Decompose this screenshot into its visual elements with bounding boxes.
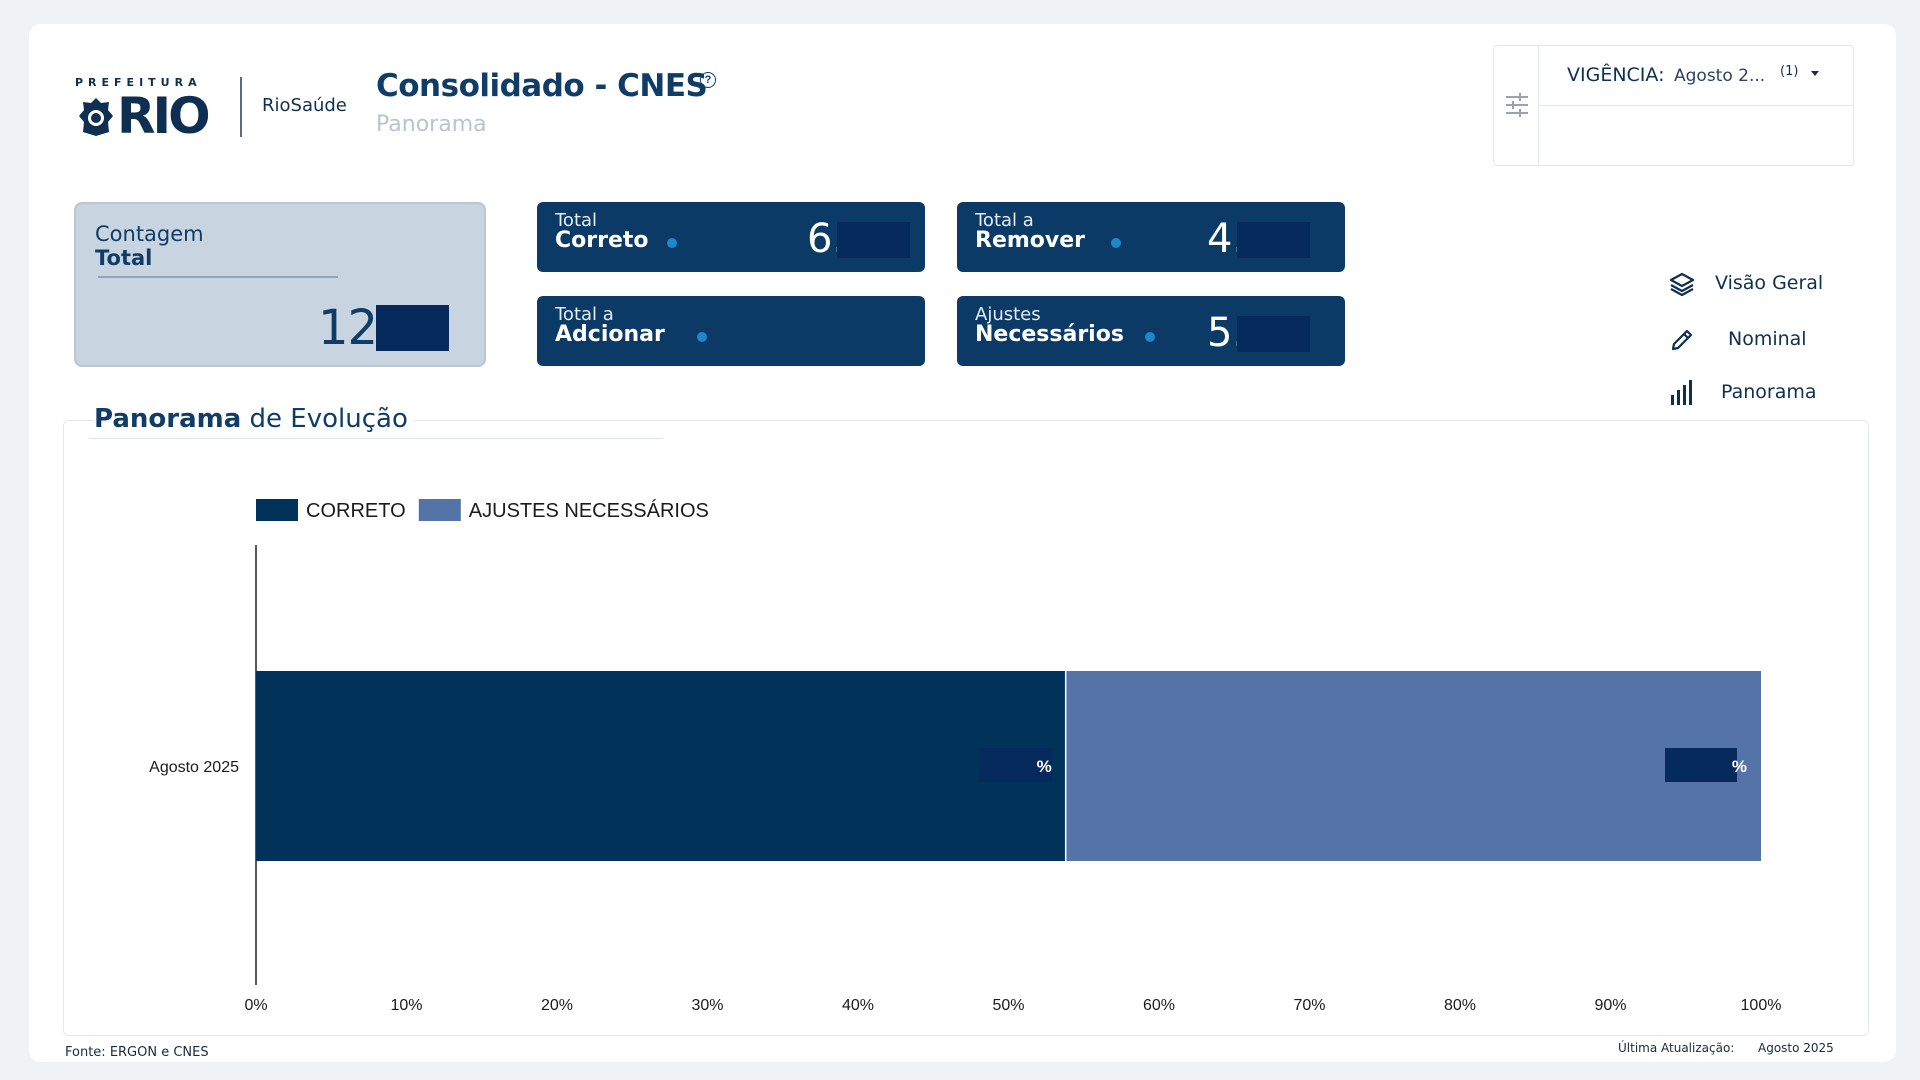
nav-nominal[interactable]: Nominal: [1660, 320, 1860, 360]
status-dot-icon: [1145, 332, 1155, 342]
filter-toggle[interactable]: [1494, 46, 1539, 165]
status-dot-icon: [667, 238, 677, 248]
legend-swatch: [256, 499, 298, 521]
x-tick-label: 0%: [244, 997, 267, 1014]
logo-prefeitura-text: PREFEITURA: [75, 76, 202, 89]
kpi-total-correto: Total Correto 6.: [537, 202, 925, 272]
redacted-value: [837, 222, 910, 258]
vigencia-label: VIGÊNCIA:: [1567, 64, 1665, 86]
redacted-value: [1237, 222, 1310, 258]
riosaude-logo: RioSaúde: [262, 95, 347, 116]
chart-section-title: Panorama de Evolução: [94, 404, 414, 434]
prefeitura-rio-logo: PREFEITURA RIO: [75, 76, 225, 145]
redacted-data-label: [979, 748, 1052, 782]
chart-title-rest: de Evolução: [249, 404, 408, 434]
bar-data-label: %: [1037, 757, 1052, 776]
logo-divider: [240, 77, 242, 137]
kpi-remover-label: Remover: [975, 228, 1086, 253]
kpi-total-remover: Total a Remover 4.: [957, 202, 1345, 272]
kpi-correto-small: Total: [555, 210, 598, 231]
question-circle-icon[interactable]: ?: [700, 72, 716, 88]
nav-visao-geral[interactable]: Visão Geral: [1660, 264, 1860, 304]
kpi-contagem-total: Contagem Total 12.: [74, 202, 486, 367]
x-tick-label: 100%: [1741, 997, 1782, 1014]
x-tick-label: 50%: [992, 997, 1024, 1014]
category-label: Agosto 2025: [149, 759, 239, 776]
vigencia-dropdown[interactable]: VIGÊNCIA: Agosto 2... (1): [1539, 46, 1853, 106]
kpi-adcionar-label: Adcionar: [555, 322, 665, 347]
x-tick-label: 60%: [1143, 997, 1175, 1014]
nav-panorama-label: Panorama: [1721, 381, 1817, 403]
bar-segment: [256, 671, 1066, 861]
kpi-remover-small: Total a: [975, 210, 1034, 231]
kpi-total-adcionar: Total a Adcionar: [537, 296, 925, 366]
kpi-ajustes-necessarios: Ajustes Necessários 5.: [957, 296, 1345, 366]
crest-icon: [79, 98, 113, 136]
x-tick-label: 40%: [842, 997, 874, 1014]
kpi-correto-label: Correto: [555, 228, 649, 253]
nav-nominal-label: Nominal: [1728, 328, 1807, 350]
redacted-value: [376, 305, 449, 351]
legend-label: CORRETO: [306, 500, 406, 522]
status-dot-icon: [1111, 238, 1121, 248]
filter-panel: VIGÊNCIA: Agosto 2... (1): [1493, 45, 1854, 166]
last-update-label: Última Atualização:: [1618, 1041, 1735, 1055]
nav-panorama[interactable]: Panorama: [1660, 373, 1860, 413]
nav-visao-geral-label: Visão Geral: [1715, 272, 1824, 294]
bar-segment: [1065, 671, 1761, 861]
sliders-icon: [1506, 93, 1528, 117]
logo-rio-text: RIO: [117, 87, 211, 145]
bar-chart-icon: [1671, 380, 1692, 405]
redacted-value: [1237, 316, 1310, 352]
redacted-data-label: [1665, 748, 1737, 782]
pencil-icon: [1671, 329, 1693, 351]
kpi-ajustes-label: Necessários: [975, 322, 1124, 347]
legend-label: AJUSTES NECESSÁRIOS: [469, 499, 709, 522]
kpi-ajustes-small: Ajustes: [975, 304, 1041, 325]
x-tick-label: 90%: [1594, 997, 1626, 1014]
kpi-adcionar-small: Total a: [555, 304, 614, 325]
last-update-value: Agosto 2025: [1758, 1041, 1834, 1055]
x-tick-label: 70%: [1293, 997, 1325, 1014]
layers-icon: [1669, 272, 1695, 297]
status-dot-icon: [697, 332, 707, 342]
kpi-total-label-2: Total: [95, 246, 153, 270]
vigencia-value: Agosto 2...: [1674, 66, 1766, 86]
bar-data-label: %: [1732, 757, 1747, 776]
x-tick-label: 20%: [541, 997, 573, 1014]
kpi-total-divider: [98, 276, 338, 278]
x-tick-label: 80%: [1444, 997, 1476, 1014]
legend-swatch: [418, 499, 461, 521]
chart-title-underline: [89, 438, 663, 439]
x-tick-label: 30%: [691, 997, 723, 1014]
page-subtitle: Panorama: [376, 112, 487, 137]
chart-title-bold: Panorama: [94, 404, 242, 434]
footer-source: Fonte: ERGON e CNES: [65, 1045, 209, 1060]
page-title: Consolidado - CNES: [376, 68, 708, 104]
vigencia-count: (1): [1780, 64, 1799, 79]
chevron-down-icon: [1811, 71, 1819, 76]
kpi-total-label-1: Contagem: [95, 222, 204, 246]
x-tick-label: 10%: [390, 997, 422, 1014]
